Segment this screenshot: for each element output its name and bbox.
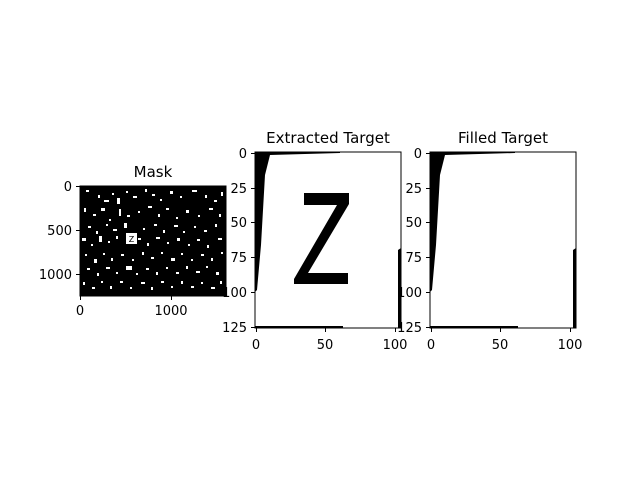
panel-mask: Mask: [39, 163, 227, 319]
mask-x-ticks: [80, 296, 172, 300]
mask-target-box: [126, 233, 137, 244]
mask-target-glyph: Z: [129, 235, 135, 244]
extracted-x-tick-label: 50: [317, 338, 334, 353]
extracted-z-glyph: [294, 193, 349, 284]
extracted-left-wedge: [255, 152, 340, 292]
filled-left-wedge: [430, 152, 515, 292]
filled-y-ticks: [426, 153, 430, 328]
extracted-y-ticks: [251, 153, 255, 328]
extracted-y-tick-label: 75: [230, 251, 247, 266]
filled-y-tick-label: 75: [405, 251, 422, 266]
filled-image: [430, 152, 576, 328]
extracted-y-tick-label: 100: [222, 286, 247, 301]
filled-frame: [429, 151, 577, 329]
filled-y-tick-label: 0: [414, 147, 422, 162]
extracted-right-strip: [398, 248, 401, 328]
filled-x-tick-label: 0: [427, 338, 435, 353]
mask-y-ticks: [76, 186, 80, 275]
filled-y-tick-label: 125: [397, 321, 422, 336]
mask-y-tick-label: 500: [47, 224, 72, 239]
extracted-x-tick-label: 100: [383, 338, 408, 353]
mask-x-tick-label: 1000: [154, 304, 187, 319]
filled-y-tick-label: 100: [397, 286, 422, 301]
extracted-frame: [254, 151, 402, 329]
panel-filled: Filled Target 0 50 100 0 25 50 75 100: [397, 129, 582, 353]
panel-extracted: Extracted Target 0 50 100 0 25 50 7: [222, 129, 407, 353]
panel-title-filled: Filled Target: [458, 129, 548, 147]
filled-y-tick-label: 50: [405, 216, 422, 231]
mask-y-tick-label: 1000: [39, 268, 72, 283]
mask-x-tick-label: 0: [76, 304, 84, 319]
filled-x-tick-label: 50: [492, 338, 509, 353]
mask-y-tick-label: 0: [64, 180, 72, 195]
extracted-x-ticks: [256, 328, 396, 332]
extracted-bottom-line: [255, 326, 343, 328]
filled-right-strip: [573, 248, 576, 328]
mask-frame: [79, 185, 227, 297]
panel-title-extracted: Extracted Target: [266, 129, 390, 147]
extracted-image: [255, 152, 401, 328]
extracted-x-tick-label: 0: [252, 338, 260, 353]
extracted-y-tick-label: 0: [239, 147, 247, 162]
filled-x-ticks: [431, 328, 571, 332]
panel-title-mask: Mask: [134, 163, 173, 181]
mask-image: Z: [80, 186, 226, 296]
filled-y-tick-label: 25: [405, 182, 422, 197]
extracted-y-tick-label: 125: [222, 321, 247, 336]
extracted-y-tick-label: 25: [230, 182, 247, 197]
filled-x-tick-label: 100: [558, 338, 583, 353]
filled-bottom-line: [430, 326, 518, 328]
extracted-y-tick-label: 50: [230, 216, 247, 231]
